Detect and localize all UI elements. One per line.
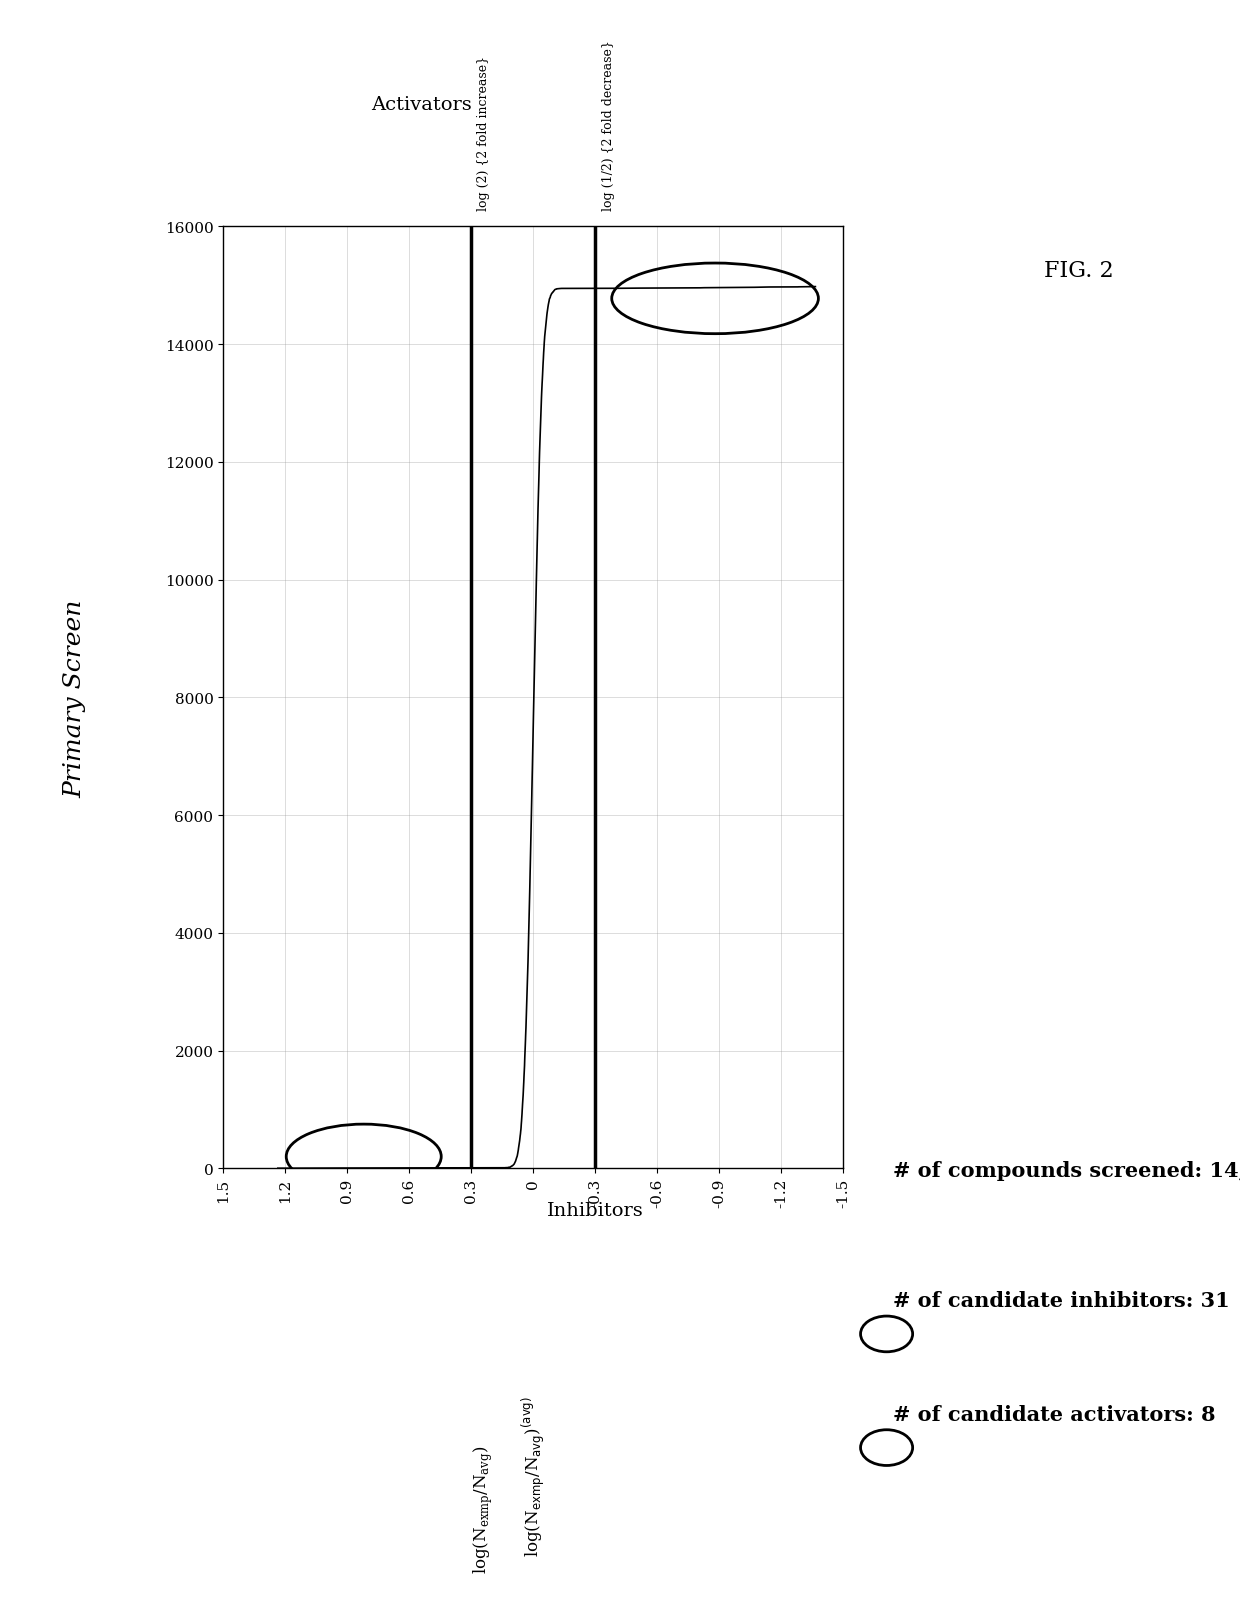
Text: FIG. 2: FIG. 2 [1044, 260, 1114, 282]
Text: log (1/2) {2 fold decrease}: log (1/2) {2 fold decrease} [601, 41, 615, 211]
Text: # of candidate inhibitors: 31: # of candidate inhibitors: 31 [893, 1290, 1230, 1310]
Text: log (2) {2 fold increase}: log (2) {2 fold increase} [477, 55, 490, 211]
Text: # of compounds screened: 14,977: # of compounds screened: 14,977 [893, 1160, 1240, 1180]
Text: Primary Screen: Primary Screen [63, 599, 86, 797]
Text: # of candidate activators: 8: # of candidate activators: 8 [893, 1404, 1215, 1423]
Text: Activators: Activators [371, 96, 471, 114]
Text: log(N$_{\rm exmp}$/N$_{\rm avg}$)$^{(\rm avg)}$: log(N$_{\rm exmp}$/N$_{\rm avg}$)$^{(\rm… [520, 1396, 547, 1556]
Text: log(N$_{\mathregular{exmp}}$/N$_{\mathregular{avg}}$): log(N$_{\mathregular{exmp}}$/N$_{\mathre… [472, 1444, 495, 1573]
Text: Inhibitors: Inhibitors [547, 1201, 644, 1219]
